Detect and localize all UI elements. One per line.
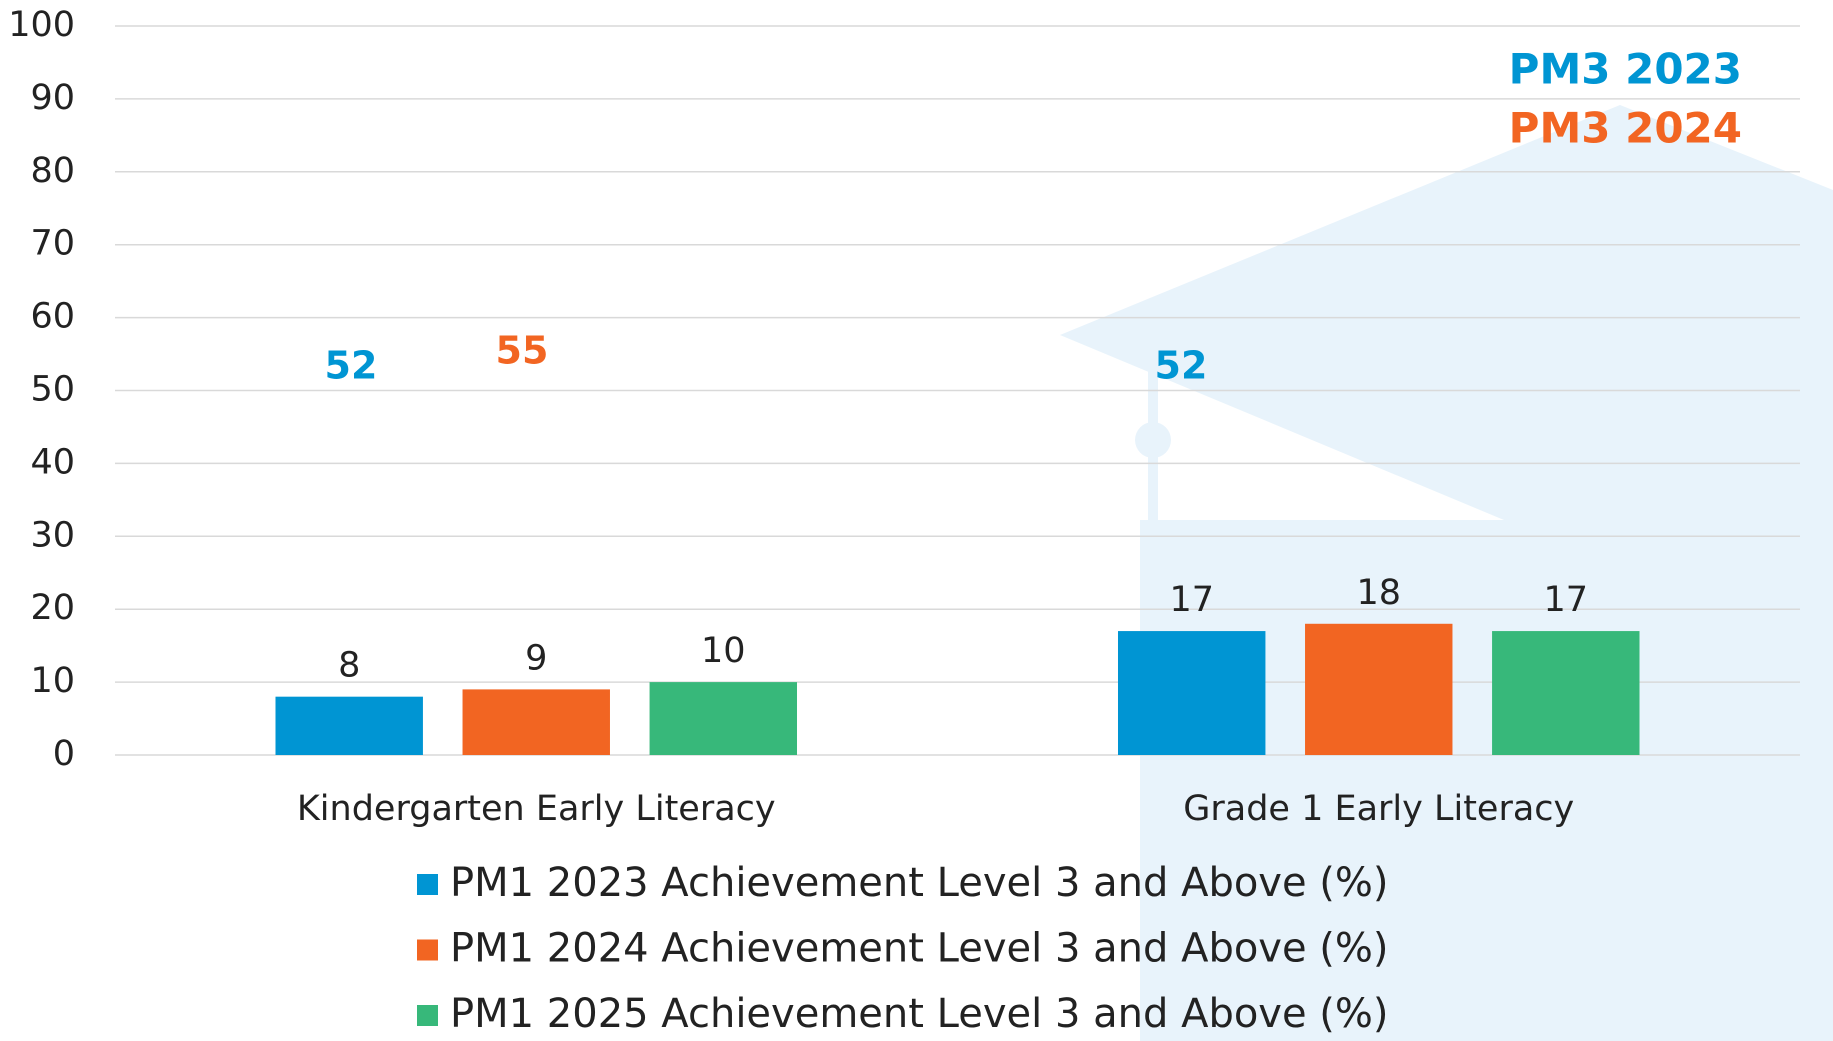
annotation: 52 bbox=[1155, 344, 1208, 388]
data-label: 17 bbox=[1544, 580, 1589, 620]
legend-swatch bbox=[417, 939, 438, 961]
x-tick-label: Grade 1 Early Literacy bbox=[1183, 789, 1574, 829]
data-label: 9 bbox=[525, 638, 547, 678]
bar bbox=[275, 696, 423, 755]
bar bbox=[1492, 631, 1640, 755]
legend-swatch bbox=[417, 1005, 438, 1026]
y-tick-label: 60 bbox=[30, 297, 75, 337]
watermark-cap bbox=[1060, 105, 1833, 560]
legend-label: PM1 2023 Achievement Level 3 and Above (… bbox=[450, 860, 1389, 906]
annotation: 52 bbox=[325, 344, 378, 388]
y-tick-label: 50 bbox=[30, 370, 75, 410]
y-tick-label: 20 bbox=[30, 588, 75, 628]
bar bbox=[1117, 631, 1266, 755]
y-tick-label: 40 bbox=[30, 442, 75, 482]
y-tick-label: 100 bbox=[8, 5, 75, 45]
x-tick-label: Kindergarten Early Literacy bbox=[297, 789, 776, 829]
y-tick-label: 90 bbox=[30, 78, 75, 118]
data-label: 10 bbox=[701, 631, 746, 671]
data-label: 17 bbox=[1169, 580, 1214, 620]
data-label: 18 bbox=[1356, 573, 1401, 613]
annotation: 55 bbox=[496, 329, 549, 373]
annotation: PM3 2023 bbox=[1509, 45, 1742, 94]
watermark bbox=[1060, 105, 1833, 1041]
watermark-knob bbox=[1135, 422, 1171, 458]
y-tick-label: 30 bbox=[30, 515, 75, 555]
y-tick-label: 0 bbox=[53, 734, 75, 774]
bar bbox=[1305, 623, 1453, 755]
legend-swatch bbox=[417, 874, 438, 895]
bar bbox=[462, 689, 610, 755]
bar bbox=[649, 682, 798, 755]
legend-label: PM1 2024 Achievement Level 3 and Above (… bbox=[450, 926, 1389, 972]
y-tick-label: 80 bbox=[30, 151, 75, 191]
y-tick-label: 10 bbox=[30, 661, 75, 701]
y-tick-label: 70 bbox=[30, 224, 75, 264]
data-label: 8 bbox=[338, 646, 360, 686]
annotation: PM3 2024 bbox=[1509, 104, 1742, 153]
watermark-body bbox=[1140, 520, 1833, 1041]
legend-label: PM1 2025 Achievement Level 3 and Above (… bbox=[450, 991, 1389, 1037]
